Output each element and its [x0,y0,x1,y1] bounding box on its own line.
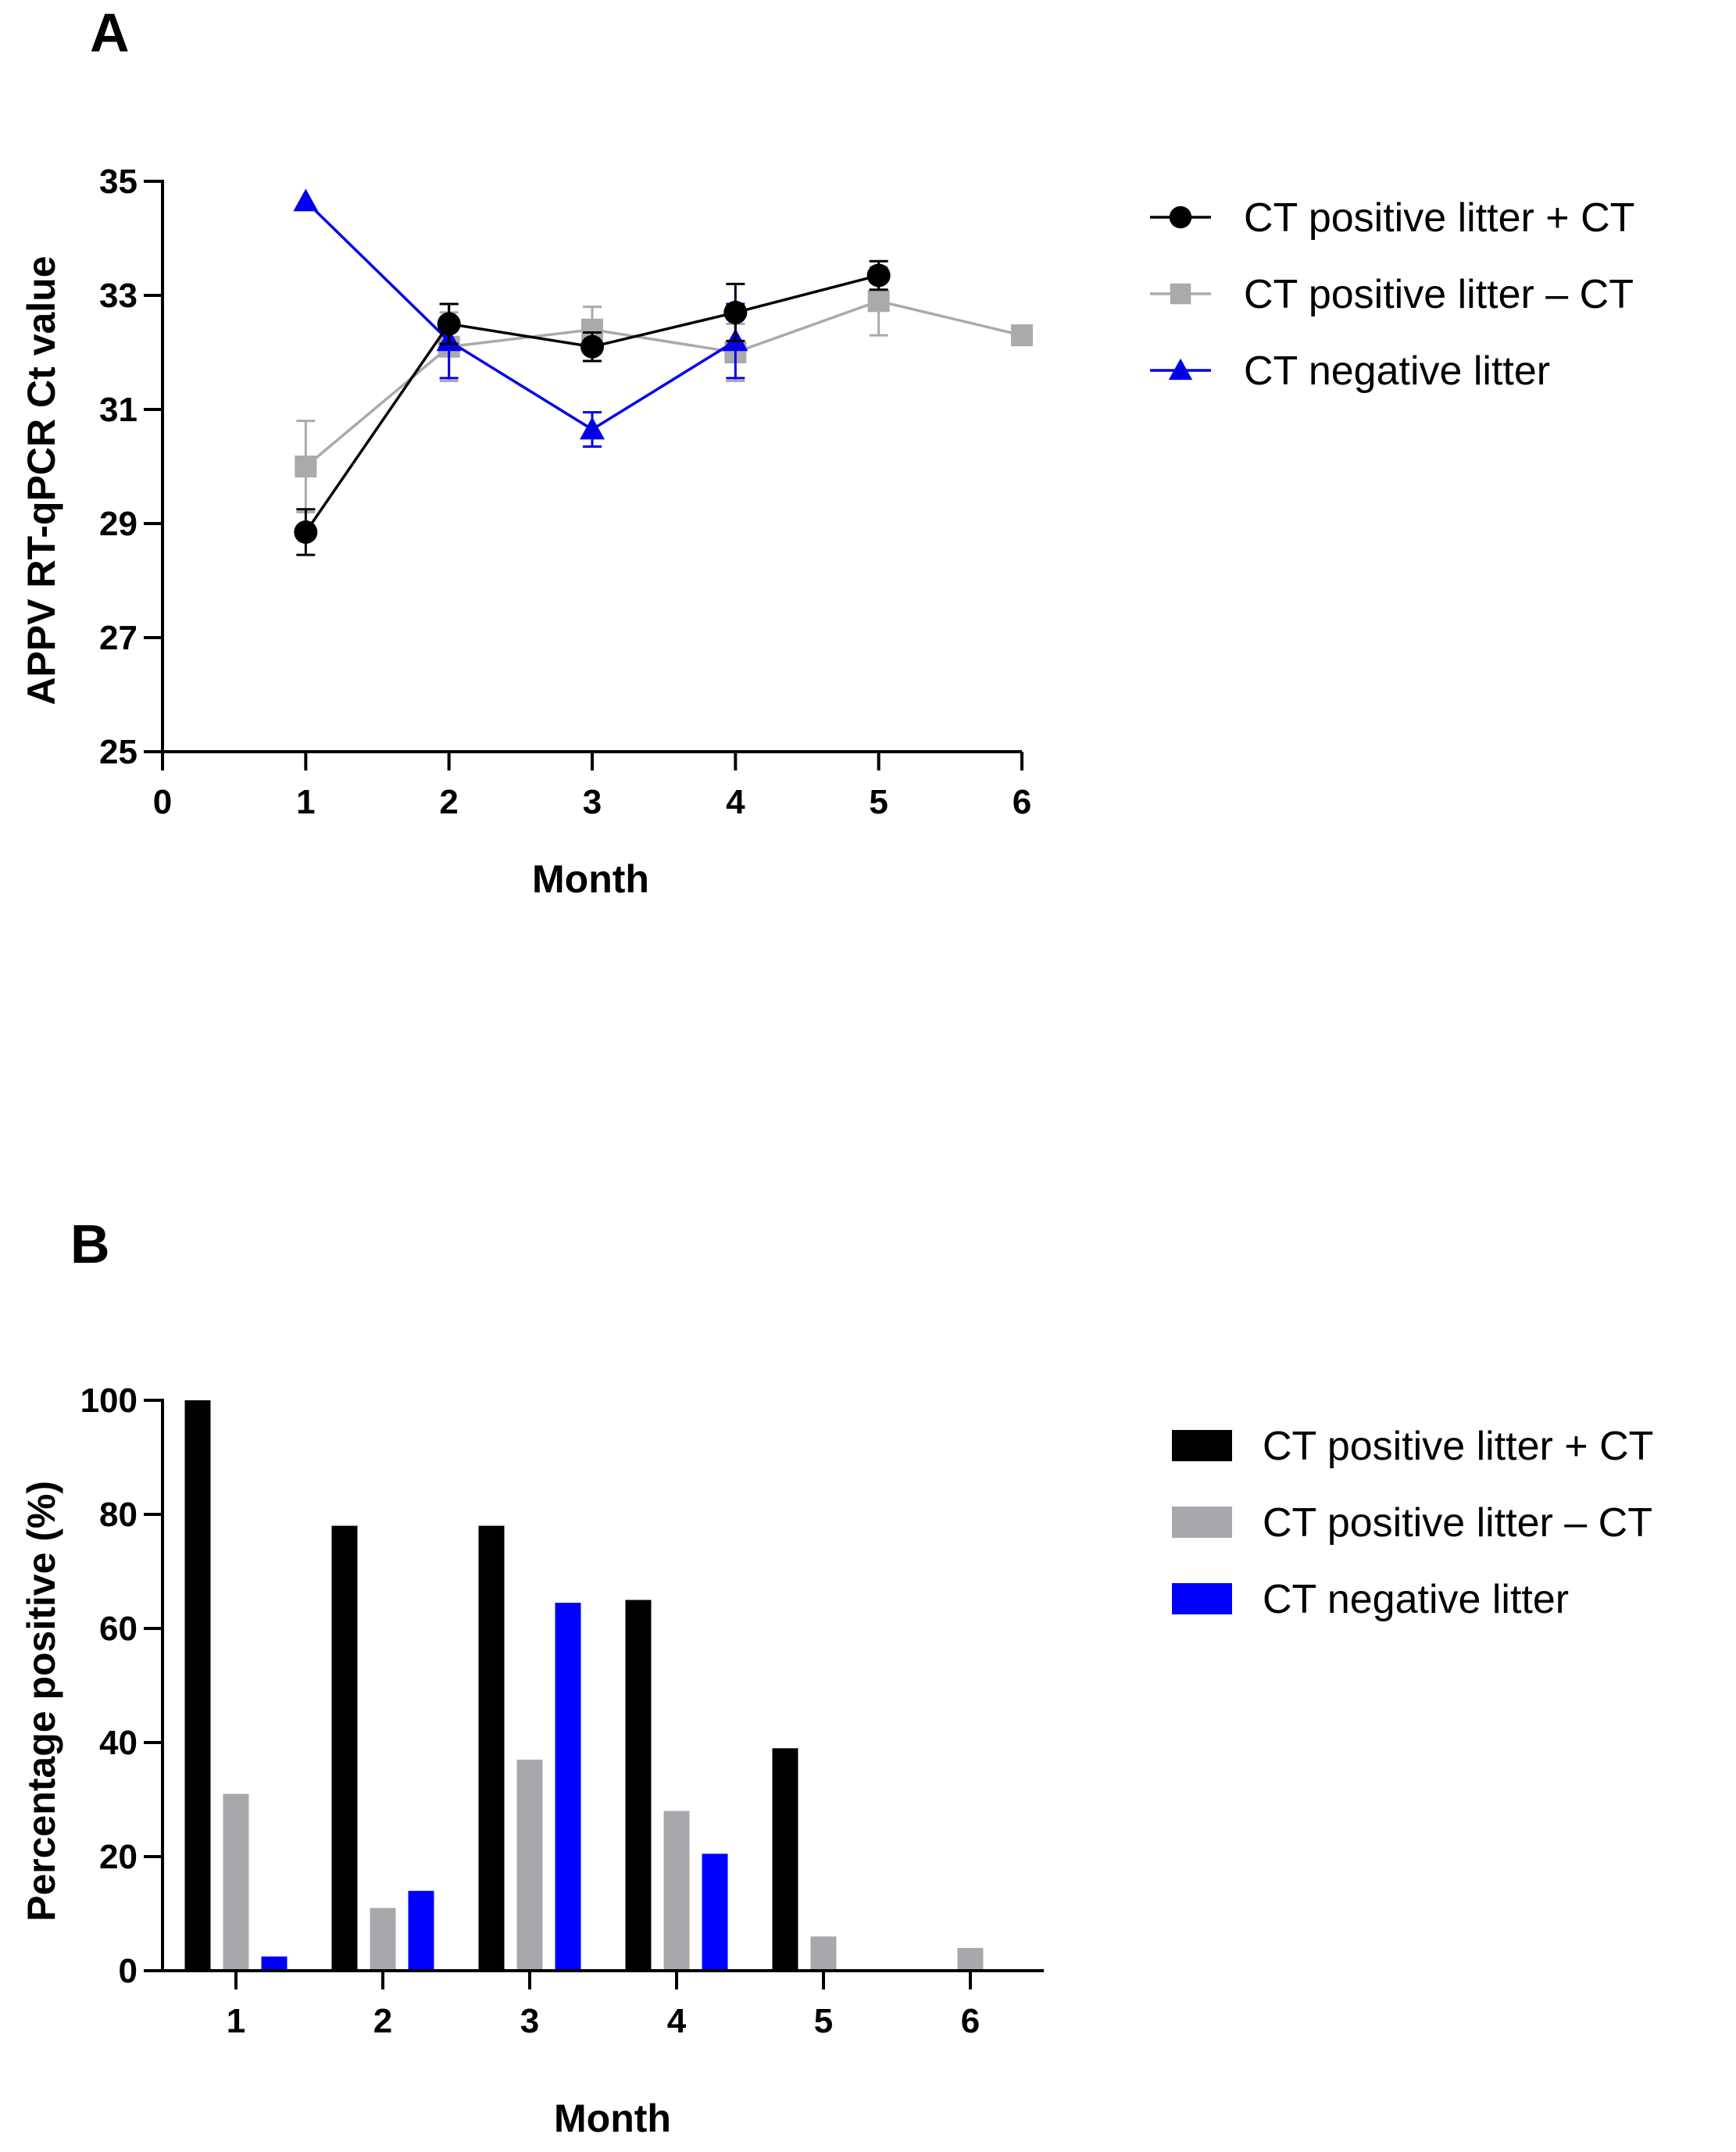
y-tick-label: 25 [99,733,138,771]
bar [957,1947,984,1971]
legend-item: CT negative litter [1150,349,1550,394]
legend-marker [1169,206,1192,229]
legend-item: CT positive litter + CT [1150,195,1634,241]
bar [555,1603,581,1971]
legend-item: CT negative litter [1172,1577,1569,1622]
y-tick-label: 35 [99,163,138,201]
x-tick-label: 5 [869,783,888,821]
y-tick-label: 80 [99,1496,138,1534]
y-tick-label: 29 [99,505,138,543]
data-point [580,416,605,440]
y-axis-title: Percentage positive (%) [20,1481,63,1921]
line-chart-panel-a: 25 27 29 31 33 35 0 1 2 3 4 5 6 Month APPV RT-qPCR Ct … [20,163,1634,901]
bar [663,1811,690,1971]
bar [331,1525,358,1971]
bar-chart-panel-b: 0 20 40 60 80 100 1 2 3 4 5 6 Month Percentage positi… [20,1382,1653,2140]
legend-panel-b: CT positive litter + CT CT positive litte… [1172,1424,1653,1622]
y-axis-title: APPV RT-qPCR Ct value [20,256,63,705]
bar [261,1956,288,1971]
legend-marker [1170,283,1191,305]
bar [184,1400,211,1971]
x-tick-label: 4 [667,2002,687,2040]
legend-label: CT positive litter + CT [1244,195,1634,241]
y-tick-label: 33 [99,277,138,315]
x-tick-label: 1 [296,783,315,821]
bar [625,1600,652,1971]
legend-swatch [1172,1507,1232,1538]
x-tick-label: 6 [1013,783,1031,821]
y-tick-label: 60 [99,1610,138,1648]
series-1 [294,259,891,556]
x-tick-label: 2 [439,783,458,821]
data-point [866,263,891,288]
series-line [305,299,1023,468]
legend-label: CT positive litter – CT [1263,1500,1652,1546]
data-point [293,188,319,212]
y-tick-label: 0 [119,1952,138,1990]
legend-swatch [1172,1430,1232,1461]
x-axis-title: Month [554,2097,671,2140]
panel-a-label: A [90,2,130,63]
legend-label: CT negative litter [1244,349,1550,394]
legend-item: CT positive litter + CT [1172,1424,1653,1469]
series-line [305,200,737,431]
legend-label: CT positive litter + CT [1263,1424,1653,1469]
x-tick-label: 0 [153,783,172,821]
data-point [1011,324,1033,347]
legend-panel-a: CT positive litter + CT CT positive litte… [1150,195,1634,394]
x-tick-label: 4 [726,783,745,821]
x-tick-label: 5 [814,2002,833,2040]
legend-item: CT positive litter – CT [1150,272,1634,317]
legend-swatch [1172,1583,1232,1614]
data-point [723,300,748,324]
x-tick-label: 2 [373,2002,392,2040]
bar [370,1907,396,1971]
data-point [437,312,461,336]
y-tick-label: 20 [99,1838,138,1876]
bar [772,1748,798,1971]
y-tick-label: 27 [99,619,138,657]
legend-label: CT positive litter – CT [1244,272,1634,317]
bar [702,1854,728,1971]
x-tick-label: 6 [961,2002,980,2040]
y-tick-label: 40 [99,1724,138,1762]
legend-item: CT positive litter – CT [1172,1500,1652,1546]
x-tick-label: 1 [227,2002,245,2040]
bar [810,1936,837,1971]
x-tick-label: 3 [520,2002,539,2040]
series-2 [295,266,1033,513]
y-tick-label: 31 [99,391,138,429]
bar [408,1890,434,1971]
data-point [295,456,317,477]
bar [223,1793,249,1971]
x-axis-title: Month [532,857,649,901]
legend-marker [1168,358,1193,381]
bar [516,1759,543,1971]
data-point [580,334,604,359]
bar [478,1525,505,1971]
panel-b-label: B [70,1214,110,1274]
data-point [294,520,318,544]
y-tick-label: 100 [80,1382,138,1420]
series-3 [293,188,748,448]
legend-label: CT negative litter [1263,1577,1569,1622]
data-point [867,290,890,313]
x-tick-label: 3 [583,783,602,821]
